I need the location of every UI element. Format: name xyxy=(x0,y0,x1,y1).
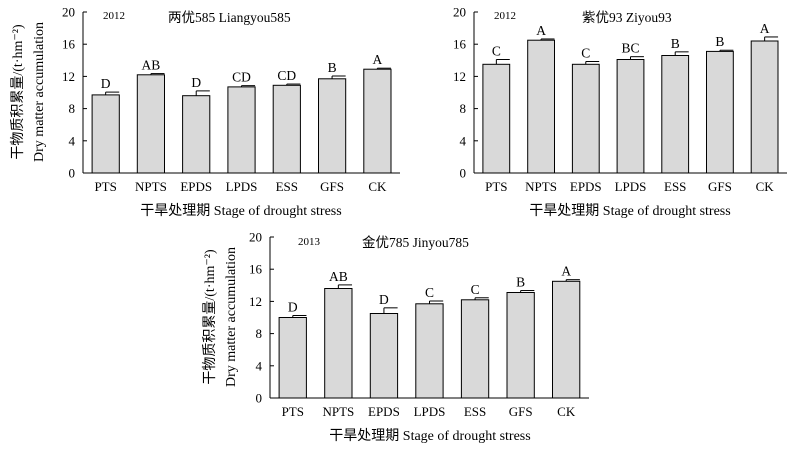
x-tick-label: NPTS xyxy=(525,179,557,194)
y-tick-label: 12 xyxy=(453,69,466,84)
x-tick-label: ESS xyxy=(276,179,298,194)
x-tick-label: CK xyxy=(368,179,387,194)
panel-year: 2012 xyxy=(494,10,516,22)
significance-letter: A xyxy=(536,23,546,38)
y-tick-label: 0 xyxy=(69,166,76,181)
significance-letter: D xyxy=(379,292,389,307)
significance-letter: D xyxy=(288,300,298,315)
significance-letter: B xyxy=(671,36,680,51)
bar-lpds xyxy=(616,59,645,174)
significance-letter: D xyxy=(191,75,201,90)
bar-pts xyxy=(91,94,120,174)
x-tick-label: EPDS xyxy=(368,404,400,419)
x-tick-label: CK xyxy=(756,179,775,194)
significance-letter: CD xyxy=(277,68,296,83)
x-tick-label: GFS xyxy=(320,179,344,194)
bar-gfs xyxy=(318,78,347,174)
y-tick-label: 16 xyxy=(62,37,76,52)
x-tick-label: PTS xyxy=(282,404,304,419)
bar-npts xyxy=(527,39,556,174)
y-tick-label: 20 xyxy=(62,5,75,20)
chart-panel-2: C PTS A NPTS C EPDS BC LPDS B ESS B GFS A CK 0 4 8 12 16 20… xyxy=(453,5,787,219)
bar-ck xyxy=(750,40,779,174)
bar-gfs xyxy=(506,292,535,399)
bar-ess xyxy=(661,55,690,174)
y-tick-label: 20 xyxy=(453,5,466,20)
y-tick-label: 16 xyxy=(249,262,263,277)
bar-npts xyxy=(324,288,353,399)
significance-letter: AB xyxy=(329,269,348,284)
bar-epds xyxy=(369,313,399,399)
significance-letter: B xyxy=(328,60,337,75)
bar-lpds xyxy=(227,86,256,174)
significance-letter: C xyxy=(581,46,590,61)
x-tick-label: LPDS xyxy=(414,404,446,419)
x-axis-title: 干旱处理期 Stage of drought stress xyxy=(529,203,730,219)
y-tick-label: 16 xyxy=(453,37,467,52)
y-tick-label: 4 xyxy=(256,358,263,373)
x-tick-label: ESS xyxy=(464,404,486,419)
x-tick-label: GFS xyxy=(509,404,533,419)
bar-lpds xyxy=(415,303,444,399)
y-tick-label: 0 xyxy=(460,166,467,181)
panel-year: 2012 xyxy=(103,10,125,22)
y-tick-label: 20 xyxy=(249,230,262,245)
y-tick-label: 4 xyxy=(69,133,76,148)
significance-letter: B xyxy=(715,34,724,49)
x-tick-label: LPDS xyxy=(226,179,258,194)
y-tick-label: 8 xyxy=(69,101,76,116)
y-tick-label: 8 xyxy=(256,326,263,341)
x-tick-label: CK xyxy=(557,404,576,419)
y-axis-title-cn: 干物质积累量/(t·hm⁻²) xyxy=(202,249,218,385)
bar-epds xyxy=(571,63,600,174)
x-tick-label: PTS xyxy=(94,179,116,194)
significance-letter: C xyxy=(492,44,501,59)
significance-letter: C xyxy=(425,285,434,300)
significance-letter: A xyxy=(372,52,382,67)
x-tick-label: NPTS xyxy=(135,179,167,194)
chart-panel-1: D PTS AB NPTS D EPDS CD LPDS CD ESS B GFS A CK 0 4 8 12 16… xyxy=(10,5,400,219)
x-axis-title: 干旱处理期 Stage of drought stress xyxy=(329,428,530,444)
significance-letter: A xyxy=(561,264,571,279)
significance-letter: C xyxy=(471,282,480,297)
y-tick-label: 12 xyxy=(249,294,262,309)
x-tick-label: PTS xyxy=(485,179,507,194)
significance-letter: BC xyxy=(621,41,639,56)
chart-panel-3: D PTS AB NPTS D EPDS C LPDS C ESS B GFS A CK 0 4 8 12 16 20… xyxy=(202,230,589,444)
x-tick-label: EPDS xyxy=(570,179,602,194)
y-tick-label: 4 xyxy=(460,133,467,148)
significance-letter: D xyxy=(101,76,111,91)
bar-epds xyxy=(182,95,211,174)
bar-ess xyxy=(272,84,301,174)
bar-npts xyxy=(136,74,166,174)
bar-ess xyxy=(460,299,490,399)
significance-letter: B xyxy=(516,275,525,290)
y-axis-title-en: Dry matter accumulation xyxy=(32,22,47,162)
bar-ck xyxy=(552,280,581,399)
bar-pts xyxy=(278,317,307,399)
x-axis-title: 干旱处理期 Stage of drought stress xyxy=(140,203,341,219)
significance-letter: AB xyxy=(142,58,161,73)
bar-pts xyxy=(482,63,511,174)
panel-title: 两优585 Liangyou585 xyxy=(168,10,291,25)
significance-letter: A xyxy=(760,21,770,36)
significance-letter: CD xyxy=(232,70,251,85)
x-tick-label: GFS xyxy=(708,179,732,194)
y-tick-label: 8 xyxy=(460,101,467,116)
y-axis-title-en: Dry matter accumulation xyxy=(224,247,239,387)
y-axis-title-cn: 干物质积累量/(t·hm⁻²) xyxy=(10,24,26,160)
y-tick-label: 12 xyxy=(62,69,75,84)
bar-ck xyxy=(363,68,392,174)
x-tick-label: EPDS xyxy=(180,179,212,194)
x-tick-label: NPTS xyxy=(322,404,354,419)
panel-title: 金优785 Jinyou785 xyxy=(362,235,469,250)
panel-title: 紫优93 Ziyou93 xyxy=(582,10,672,25)
panel-year: 2013 xyxy=(298,236,321,248)
y-tick-label: 0 xyxy=(256,391,263,406)
x-tick-label: LPDS xyxy=(615,179,647,194)
x-tick-label: ESS xyxy=(664,179,686,194)
bar-gfs xyxy=(706,50,734,174)
